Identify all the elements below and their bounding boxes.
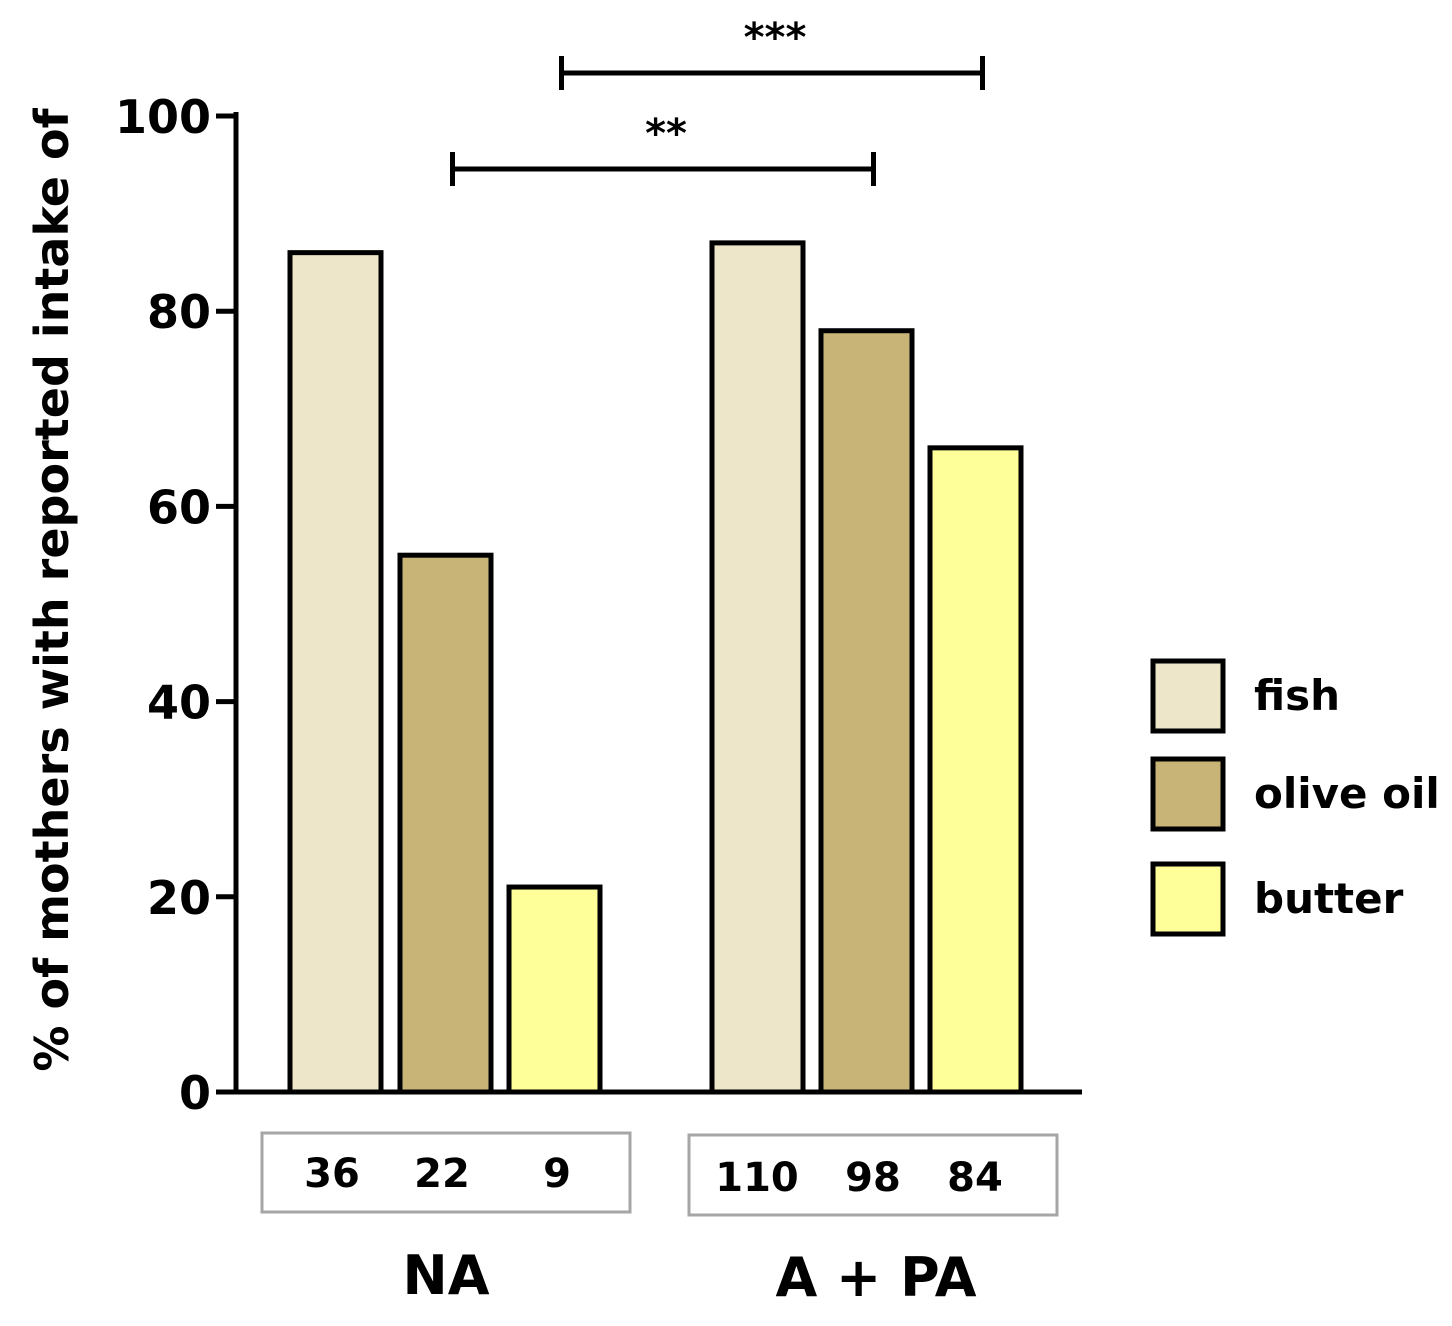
bar-butter-apa (927, 445, 1024, 1095)
y-axis-title: % of mothers with reported intake of (25, 107, 79, 1071)
significance-label: ** (645, 111, 687, 157)
count-label: 22 (414, 1151, 470, 1197)
bar-butter-na (506, 884, 603, 1095)
significance-label: *** (744, 15, 807, 61)
y-ticks: 0 20 40 60 80 100 (115, 90, 236, 1120)
y-tick-label: 100 (115, 90, 211, 144)
count-label: 36 (304, 1151, 360, 1197)
bars (287, 240, 1024, 1095)
bar-olive-oil-apa (818, 328, 915, 1095)
group-label-na: NA (403, 1244, 490, 1307)
legend-swatch-butter (1150, 861, 1226, 937)
legend: fish olive oil butter (1150, 658, 1440, 937)
count-label: 110 (715, 1155, 799, 1201)
legend-label-fish: fish (1254, 671, 1340, 720)
group-label-apa: A + PA (775, 1246, 976, 1309)
count-label: 84 (947, 1155, 1003, 1201)
significance-brackets: ***** (450, 15, 985, 186)
count-label: 98 (845, 1155, 901, 1201)
y-tick-label: 40 (147, 676, 211, 730)
legend-label-butter: butter (1254, 874, 1404, 923)
bar-fish-apa (709, 240, 806, 1095)
y-tick-label: 20 (147, 871, 211, 925)
y-tick-label: 0 (179, 1066, 211, 1120)
y-tick-label: 60 (147, 480, 211, 534)
count-label: 9 (543, 1151, 571, 1197)
count-labels: 36 110 22 98 9 84 (304, 1151, 1003, 1201)
count-box-na (260, 1131, 632, 1214)
legend-swatch-olive-oil (1150, 756, 1226, 832)
legend-swatch-fish (1150, 658, 1226, 734)
bar-olive-oil-na (397, 552, 494, 1095)
bar-fish-na (287, 250, 384, 1095)
legend-label-olive-oil: olive oil (1254, 769, 1440, 818)
y-tick-label: 80 (147, 285, 211, 339)
count-box-apa (687, 1133, 1059, 1217)
